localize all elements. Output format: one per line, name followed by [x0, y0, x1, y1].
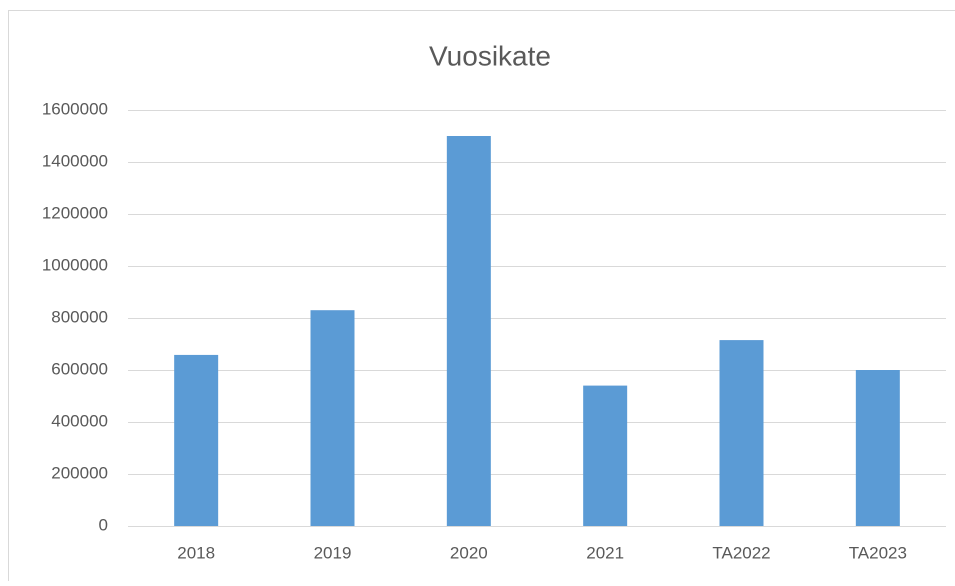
x-tick-label: 2020	[450, 543, 488, 562]
chart-title: Vuosikate	[429, 40, 551, 71]
y-tick-label: 1600000	[42, 99, 108, 118]
y-tick-label: 400000	[51, 411, 108, 430]
x-tick-label: 2019	[314, 543, 352, 562]
y-tick-label: 800000	[51, 307, 108, 326]
x-tick-label: 2018	[177, 543, 215, 562]
x-tick-label: TA2023	[849, 543, 907, 562]
y-tick-label: 1200000	[42, 203, 108, 222]
bar	[720, 340, 764, 526]
x-tick-label: 2021	[586, 543, 624, 562]
y-tick-label: 1400000	[42, 151, 108, 170]
bar	[583, 386, 627, 526]
y-tick-label: 200000	[51, 463, 108, 482]
bar	[174, 355, 218, 526]
y-tick-label: 600000	[51, 359, 108, 378]
x-tick-label: TA2022	[712, 543, 770, 562]
bar	[856, 370, 900, 526]
y-tick-label: 1000000	[42, 255, 108, 274]
y-tick-label: 0	[99, 515, 108, 534]
bar	[311, 310, 355, 526]
bar	[447, 136, 491, 526]
